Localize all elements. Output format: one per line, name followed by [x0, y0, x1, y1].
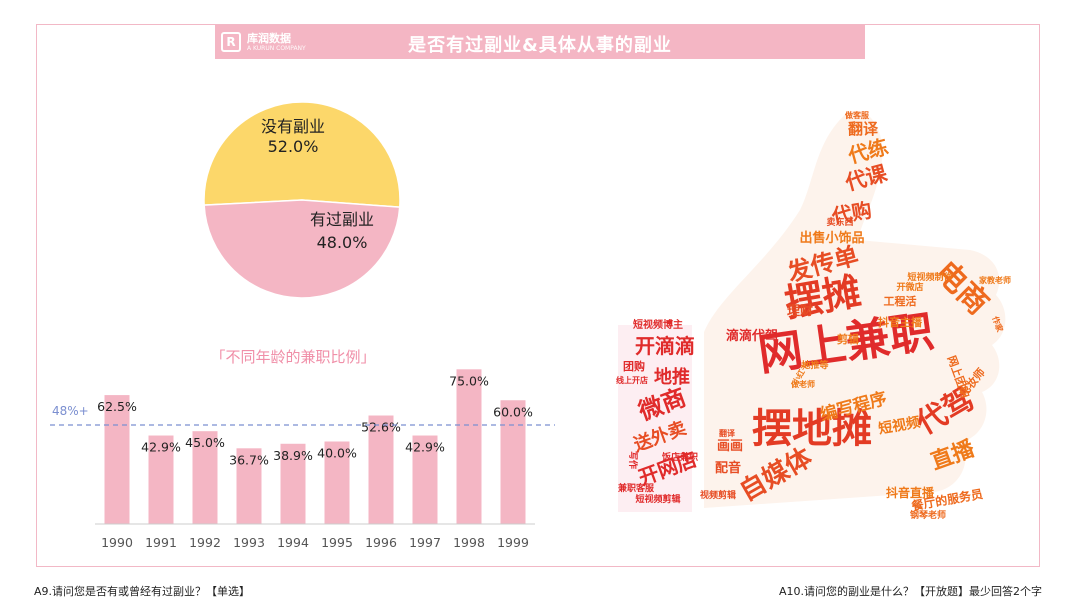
- footer-question-a10: A10.请问您的副业是什么？【开放题】最少回答2个字: [778, 585, 1042, 598]
- cloud-word: 翻译: [719, 428, 736, 438]
- content-frame: [36, 24, 1040, 567]
- reference-line-label: 48%+: [52, 404, 89, 418]
- cloud-word: 家教老师: [979, 275, 1011, 285]
- cloud-word: 抖音直播: [886, 485, 935, 500]
- x-tick-1996: 1996: [365, 535, 397, 550]
- x-tick-1997: 1997: [409, 535, 441, 550]
- cloud-word: 地推: [654, 366, 690, 388]
- cloud-word: 视频剪辑: [700, 489, 736, 501]
- cloud-word: 配音: [715, 460, 741, 476]
- pie-label-no-side-job: 没有副业: [261, 117, 325, 136]
- cloud-word: 画画: [717, 439, 743, 454]
- pie-chart: 没有副业 52.0% 有过副业 48.0%: [203, 101, 401, 299]
- cloud-word: 卖东西: [826, 216, 853, 228]
- cloud-word: 摆地摊: [752, 406, 872, 452]
- x-tick-1990: 1990: [101, 535, 133, 550]
- cloud-word: 钢琴老师: [910, 509, 946, 520]
- cloud-word: 做老师: [790, 379, 815, 389]
- bar-chart-title: 「不同年龄的兼职比例」: [210, 348, 375, 366]
- bar-label-1991: 42.9%: [141, 440, 181, 455]
- cloud-word: 翻译: [848, 120, 879, 138]
- x-tick-1991: 1991: [145, 535, 177, 550]
- cloud-word: 工程活: [884, 294, 917, 308]
- cloud-word: 开微店: [896, 281, 923, 293]
- pie-value-had-side-job: 48.0%: [317, 233, 368, 252]
- bar-1994: [280, 443, 306, 524]
- bar-label-1996: 52.6%: [361, 420, 401, 435]
- bar-label-1997: 42.9%: [405, 440, 445, 455]
- x-tick-1992: 1992: [189, 535, 221, 550]
- bar-label-1995: 40.0%: [317, 446, 357, 461]
- cloud-word: 剪辑: [837, 332, 859, 346]
- page-title: 是否有过副业&具体从事的副业: [408, 35, 672, 56]
- bar-1992: [192, 431, 218, 524]
- pie-value-no-side-job: 52.0%: [268, 137, 319, 156]
- x-tick-1994: 1994: [277, 535, 309, 550]
- bar-1990: [104, 395, 130, 524]
- bar-1998: [456, 369, 482, 524]
- bar-1993: [236, 448, 262, 524]
- pie-slice-had-side-job: [203, 199, 401, 299]
- pie-slice-no-side-job: [203, 101, 401, 208]
- bar-1996: [368, 415, 394, 524]
- cloud-word: 写作: [627, 451, 639, 469]
- footer-question-a9: A9.请问您是否有或曾经有过副业？【单选】: [34, 585, 251, 598]
- cloud-word: 滴滴代驾: [726, 328, 778, 344]
- bar-1999: [500, 400, 526, 524]
- cloud-word: 短视频博主: [633, 318, 683, 331]
- bar-label-1990: 62.5%: [97, 399, 137, 414]
- brand-name: 库润数据: [247, 32, 291, 45]
- bar-1991: [148, 435, 174, 524]
- x-tick-1999: 1999: [497, 535, 529, 550]
- x-tick-1993: 1993: [233, 535, 265, 550]
- cloud-word: 理财: [787, 303, 813, 319]
- cloud-word: 团购: [623, 359, 645, 373]
- cloud-word: 出售小饰品: [799, 230, 864, 246]
- bar-1997: [412, 435, 438, 524]
- bar-label-1992: 45.0%: [185, 435, 225, 450]
- bar-label-1999: 60.0%: [493, 404, 533, 419]
- cloud-word: 短视频剪辑: [635, 493, 680, 505]
- thumb-hand-shape: [704, 110, 1006, 508]
- cloud-word: 开滴滴: [635, 334, 695, 358]
- x-tick-1995: 1995: [321, 535, 353, 550]
- brand-subtitle: A KURUN COMPANY: [247, 45, 306, 52]
- bar-1995: [324, 441, 350, 524]
- cloud-word: 短视频制作: [907, 271, 952, 283]
- bar-chart: 「不同年龄的兼职比例」 62.5% 42.9% 45.0% 36.7% 38.9% 40.…: [50, 348, 555, 550]
- title-banner: R 库润数据 A KURUN COMPANY 是否有过副业&具体从事的副业: [215, 25, 865, 59]
- cloud-word: 线上开店: [616, 375, 648, 385]
- bar-label-1994: 38.9%: [273, 448, 313, 463]
- thumb-cuff-shape: [618, 325, 692, 512]
- cloud-word: 兼职客服: [617, 482, 655, 494]
- cloud-word: 地推等: [801, 359, 828, 371]
- cloud-word: 抖音主播: [878, 315, 923, 329]
- bar-label-1998: 75.0%: [449, 373, 489, 388]
- pie-label-had-side-job: 有过副业: [310, 210, 374, 229]
- bar-label-1993: 36.7%: [229, 452, 269, 467]
- cloud-word: 饭店兼职: [661, 451, 698, 463]
- brand-logo-icon: R: [221, 32, 241, 52]
- cloud-word: 做客服: [844, 110, 870, 120]
- x-tick-1998: 1998: [453, 535, 485, 550]
